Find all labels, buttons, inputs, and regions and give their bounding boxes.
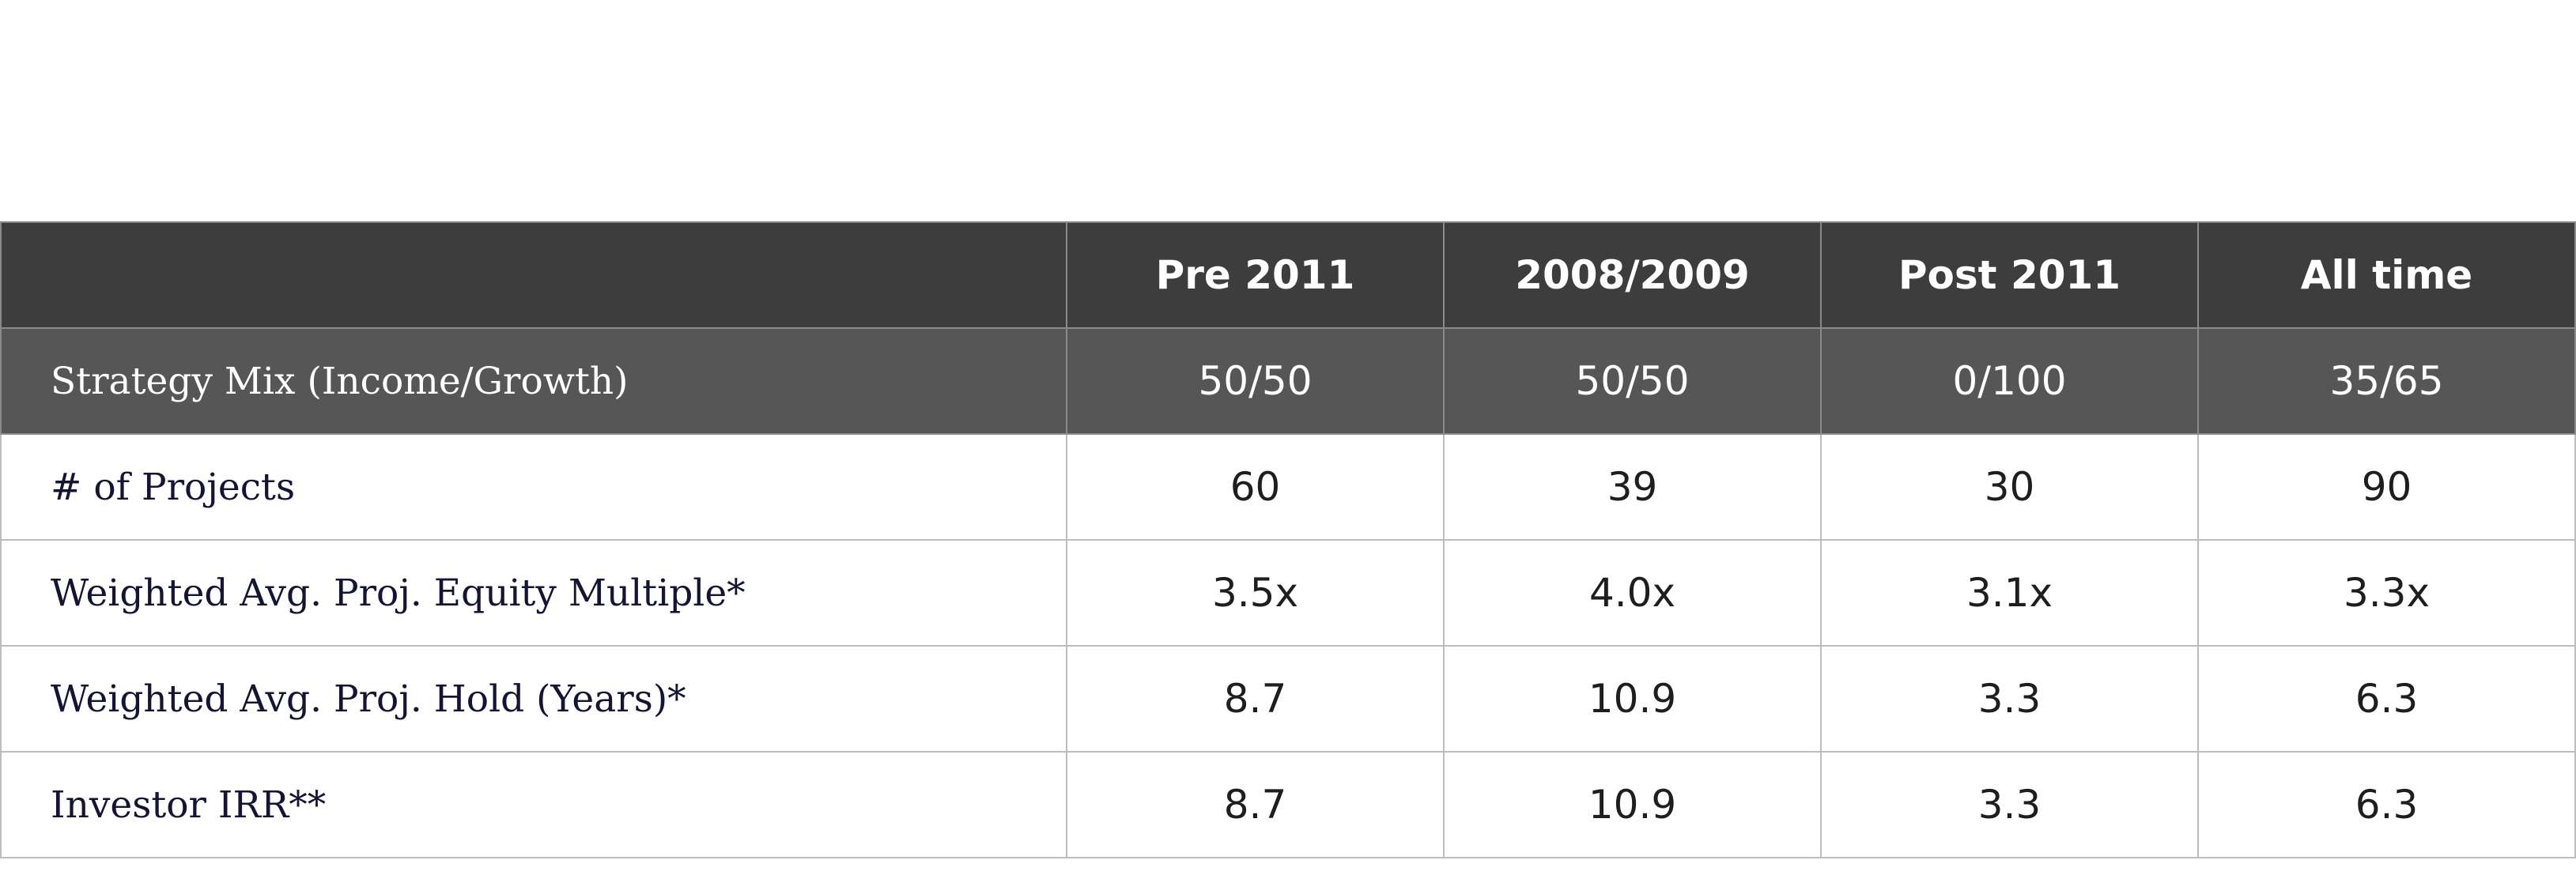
table-cell: 6.3: [2197, 645, 2576, 753]
table-cell: 50/50: [1066, 327, 1445, 435]
table-cell: 10.9: [1443, 751, 1822, 858]
row-label: Investor IRR**: [0, 751, 1067, 858]
table-row-projects: # of Projects 60 39 30 90: [0, 433, 2576, 541]
table-cell: 60: [1066, 433, 1445, 541]
table-cell: 8.7: [1066, 751, 1445, 858]
header-cell-2008-2009: 2008/2009: [1443, 221, 1822, 329]
table-row-strategy-mix: Strategy Mix (Income/Growth) 50/50 50/50…: [0, 327, 2576, 435]
table-header-row: Pre 2011 2008/2009 Post 2011 All time: [0, 221, 2576, 329]
table-row-investor-irr: Investor IRR** 8.7 10.9 3.3 6.3: [0, 751, 2576, 858]
table-cell: 6.3: [2197, 751, 2576, 858]
table-cell: 10.9: [1443, 645, 1822, 753]
table-cell: 3.5x: [1066, 539, 1445, 647]
table-cell: 30: [1820, 433, 2199, 541]
table-cell: 39: [1443, 433, 1822, 541]
table-cell: 3.3: [1820, 645, 2199, 753]
table-cell: 4.0x: [1443, 539, 1822, 647]
table-cell: 35/65: [2197, 327, 2576, 435]
table-row-equity-multiple: Weighted Avg. Proj. Equity Multiple* 3.5…: [0, 539, 2576, 647]
row-label: # of Projects: [0, 433, 1067, 541]
table-row-hold-years: Weighted Avg. Proj. Hold (Years)* 8.7 10…: [0, 645, 2576, 753]
table-cell: 8.7: [1066, 645, 1445, 753]
table-cell: 3.3: [1820, 751, 2199, 858]
row-label: Weighted Avg. Proj. Hold (Years)*: [0, 645, 1067, 753]
header-cell-post-2011: Post 2011: [1820, 221, 2199, 329]
table-cell: 90: [2197, 433, 2576, 541]
header-cell-empty: [0, 221, 1067, 329]
header-cell-pre-2011: Pre 2011: [1066, 221, 1445, 329]
table-cell: 3.1x: [1820, 539, 2199, 647]
table-cell: 50/50: [1443, 327, 1822, 435]
header-cell-all-time: All time: [2197, 221, 2576, 329]
performance-table: Pre 2011 2008/2009 Post 2011 All time St…: [0, 221, 2576, 858]
table-cell: 3.3x: [2197, 539, 2576, 647]
row-label: Weighted Avg. Proj. Equity Multiple*: [0, 539, 1067, 647]
row-label: Strategy Mix (Income/Growth): [0, 327, 1067, 435]
table-cell: 0/100: [1820, 327, 2199, 435]
